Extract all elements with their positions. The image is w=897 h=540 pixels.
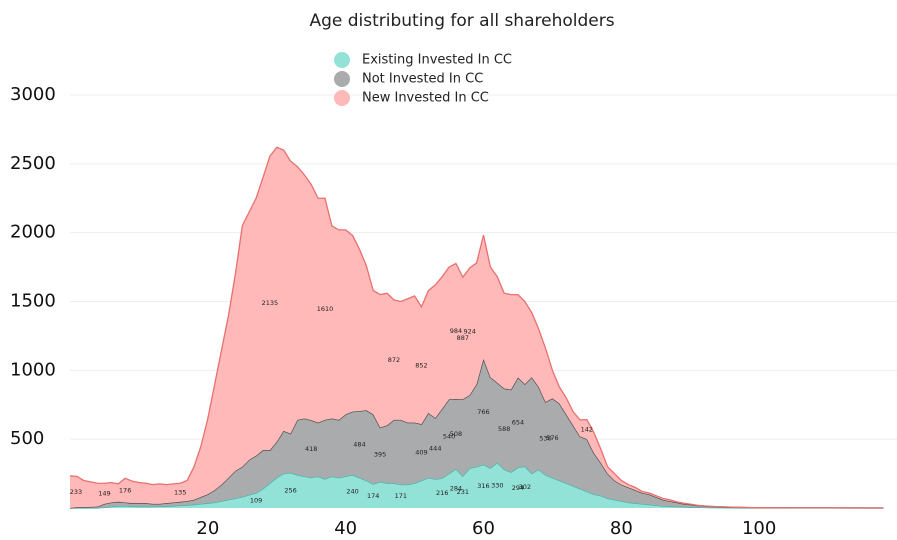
value-label: 284 bbox=[450, 484, 462, 492]
value-label: 766 bbox=[477, 408, 489, 416]
value-label: 1610 bbox=[317, 305, 334, 313]
value-label: 2135 bbox=[262, 299, 279, 307]
value-label: 149 bbox=[98, 490, 110, 498]
chart-title: Age distributing for all shareholders bbox=[309, 11, 614, 31]
legend-label: Not Invested In CC bbox=[362, 72, 483, 87]
x-tick-label: 80 bbox=[610, 518, 633, 539]
value-label: 530 bbox=[539, 434, 551, 442]
value-label: 240 bbox=[346, 487, 358, 495]
area bbox=[70, 359, 884, 508]
y-tick-label: 2500 bbox=[10, 153, 56, 174]
legend: Existing Invested In CC Not Invested In C… bbox=[334, 52, 512, 106]
legend-marker bbox=[334, 71, 350, 87]
x-tick-label: 40 bbox=[334, 518, 357, 539]
value-label: 256 bbox=[284, 486, 296, 494]
y-tick-label: 2000 bbox=[10, 222, 56, 243]
value-label: 302 bbox=[519, 483, 531, 491]
area bbox=[70, 147, 884, 508]
value-label: 887 bbox=[457, 334, 469, 342]
legend-label: New Invested In CC bbox=[362, 91, 489, 106]
area-edge bbox=[69, 356, 884, 509]
value-label: 176 bbox=[119, 486, 131, 494]
value-label: 135 bbox=[174, 489, 186, 497]
value-label: 508 bbox=[450, 430, 462, 438]
value-label: 395 bbox=[374, 451, 386, 459]
value-label: 142 bbox=[581, 425, 593, 433]
value-label: 540 bbox=[443, 432, 455, 440]
legend-marker bbox=[334, 52, 350, 68]
value-label: 294 bbox=[512, 484, 524, 492]
area-edge bbox=[70, 461, 884, 509]
value-label: 588 bbox=[498, 425, 510, 433]
value-label: 852 bbox=[415, 362, 427, 370]
value-label: 484 bbox=[353, 440, 365, 448]
area bbox=[70, 462, 884, 508]
areas bbox=[69, 146, 884, 509]
area-edge bbox=[69, 146, 884, 509]
legend-label: Existing Invested In CC bbox=[362, 53, 512, 68]
value-label: 174 bbox=[367, 492, 379, 500]
x-tick-label: 100 bbox=[742, 518, 776, 539]
value-label: 654 bbox=[512, 419, 524, 427]
value-label: 109 bbox=[250, 496, 262, 504]
x-tick-label: 20 bbox=[196, 518, 219, 539]
value-label: 330 bbox=[491, 481, 503, 489]
value-label: 171 bbox=[395, 492, 407, 500]
y-tick-label: 500 bbox=[10, 428, 44, 449]
value-label: 924 bbox=[464, 328, 476, 336]
value-label: 409 bbox=[415, 448, 427, 456]
value-label: 216 bbox=[436, 489, 448, 497]
value-label: 984 bbox=[450, 327, 462, 335]
value-label: 576 bbox=[546, 434, 558, 442]
y-tick-label: 1500 bbox=[10, 291, 56, 312]
axes: 500 1000 1500 2000 2500 3000 20 40 60 80 100 bbox=[10, 84, 776, 539]
value-label: 872 bbox=[388, 356, 400, 364]
value-label: 233 bbox=[70, 488, 82, 496]
legend-marker bbox=[334, 90, 350, 106]
value-label: 316 bbox=[477, 482, 489, 490]
value-label: 231 bbox=[457, 488, 469, 496]
y-tick-label: 1000 bbox=[10, 359, 56, 380]
x-tick-label: 60 bbox=[472, 518, 495, 539]
value-label: 418 bbox=[305, 445, 317, 453]
value-label: 444 bbox=[429, 445, 441, 453]
y-tick-label: 3000 bbox=[10, 84, 56, 105]
